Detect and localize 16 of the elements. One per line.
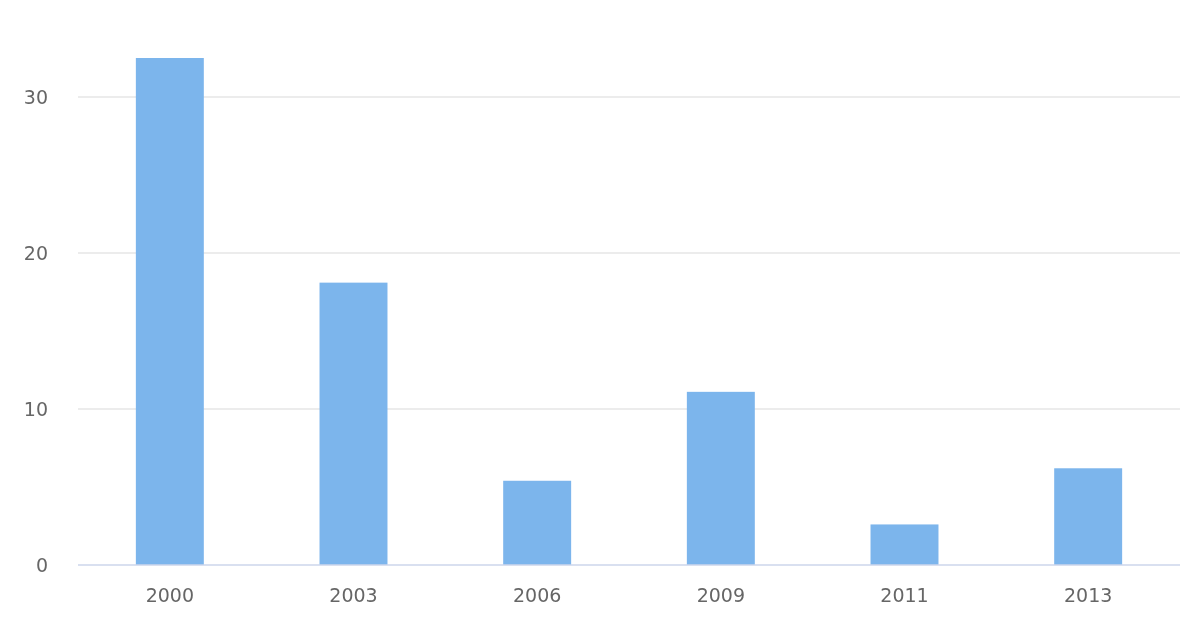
x-tick-label: 2000 xyxy=(145,584,195,606)
y-tick-label: 20 xyxy=(23,241,48,264)
x-tick-label: 2009 xyxy=(696,584,746,606)
x-tick-label: 2011 xyxy=(880,584,929,606)
bar xyxy=(1054,468,1123,565)
x-tick-label: 2013 xyxy=(1063,584,1113,606)
bar xyxy=(870,524,939,565)
x-tick-label: 2003 xyxy=(329,584,378,606)
bar xyxy=(319,282,388,565)
y-tick-label: 30 xyxy=(23,85,48,108)
bar xyxy=(135,58,204,565)
y-tick-label: 10 xyxy=(23,397,48,420)
x-tick-label: 2006 xyxy=(512,584,562,606)
bar xyxy=(686,391,755,565)
bar xyxy=(503,480,572,565)
y-tick-label: 0 xyxy=(35,553,48,576)
